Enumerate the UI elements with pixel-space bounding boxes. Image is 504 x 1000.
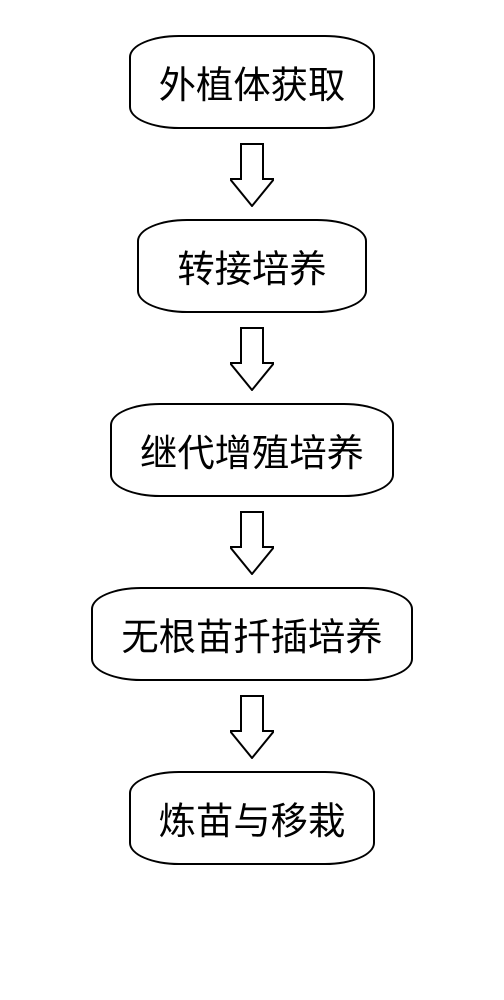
flow-arrow-1 <box>230 143 274 207</box>
flow-node-1: 外植体获取 <box>129 35 376 129</box>
flowchart-container: 外植体获取 转接培养 继代增殖培养 无根苗扦插培养 炼苗与移栽 <box>0 0 504 865</box>
flow-arrow-4 <box>230 695 274 759</box>
flow-node-4: 无根苗扦插培养 <box>91 587 412 681</box>
flow-node-3-label: 继代增殖培养 <box>140 423 364 477</box>
flow-arrow-2 <box>230 327 274 391</box>
flow-node-3: 继代增殖培养 <box>110 403 394 497</box>
flow-node-1-label: 外植体获取 <box>159 55 346 109</box>
flow-node-2: 转接培养 <box>137 219 367 313</box>
flow-node-5-label: 炼苗与移栽 <box>159 791 346 845</box>
flow-node-5: 炼苗与移栽 <box>129 771 376 865</box>
flow-node-2-label: 转接培养 <box>177 239 326 293</box>
flow-node-4-label: 无根苗扦插培养 <box>121 607 382 661</box>
flow-arrow-3 <box>230 511 274 575</box>
